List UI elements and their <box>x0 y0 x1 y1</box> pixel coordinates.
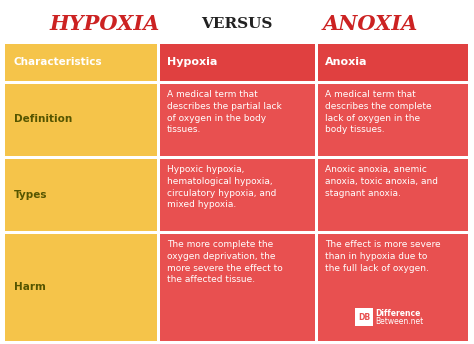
Text: Definition: Definition <box>14 115 72 125</box>
Text: A medical term that
describes the partial lack
of oxygen in the body
tissues.: A medical term that describes the partia… <box>167 90 282 135</box>
Text: Anoxic anoxia, anemic
anoxia, toxic anoxia, and
stagnant anoxia.: Anoxic anoxia, anemic anoxia, toxic anox… <box>325 165 438 197</box>
Bar <box>319 43 468 80</box>
Text: A medical term that
describes the complete
lack of oxygen in the
body tissues.: A medical term that describes the comple… <box>325 90 432 135</box>
Text: The more complete the
oxygen deprivation, the
more severe the effect to
the affe: The more complete the oxygen deprivation… <box>167 240 283 284</box>
Text: DB: DB <box>358 312 370 322</box>
Bar <box>161 84 316 155</box>
Bar <box>161 159 316 230</box>
Bar <box>6 84 157 155</box>
Text: VERSUS: VERSUS <box>201 17 273 31</box>
Bar <box>161 43 316 80</box>
Text: HYPOXIA: HYPOXIA <box>50 14 160 34</box>
Text: Anoxia: Anoxia <box>325 57 367 67</box>
Text: Difference: Difference <box>375 309 420 318</box>
Bar <box>319 159 468 230</box>
Bar <box>6 43 157 80</box>
Text: The effect is more severe
than in hypoxia due to
the full lack of oxygen.: The effect is more severe than in hypoxi… <box>325 240 441 272</box>
Bar <box>355 308 373 326</box>
Text: Types: Types <box>14 190 47 200</box>
Text: Harm: Harm <box>14 282 46 292</box>
Text: Characteristics: Characteristics <box>14 57 103 67</box>
Bar <box>6 234 157 341</box>
Bar <box>319 234 468 341</box>
Bar <box>319 84 468 155</box>
Text: ANOXIA: ANOXIA <box>322 14 418 34</box>
Text: Hypoxia: Hypoxia <box>167 57 218 67</box>
Text: Between.net: Between.net <box>375 318 423 326</box>
Text: Hypoxic hypoxia,
hematological hypoxia,
circulatory hypoxia, and
mixed hypoxia.: Hypoxic hypoxia, hematological hypoxia, … <box>167 165 276 209</box>
Bar <box>6 159 157 230</box>
Bar <box>161 234 316 341</box>
